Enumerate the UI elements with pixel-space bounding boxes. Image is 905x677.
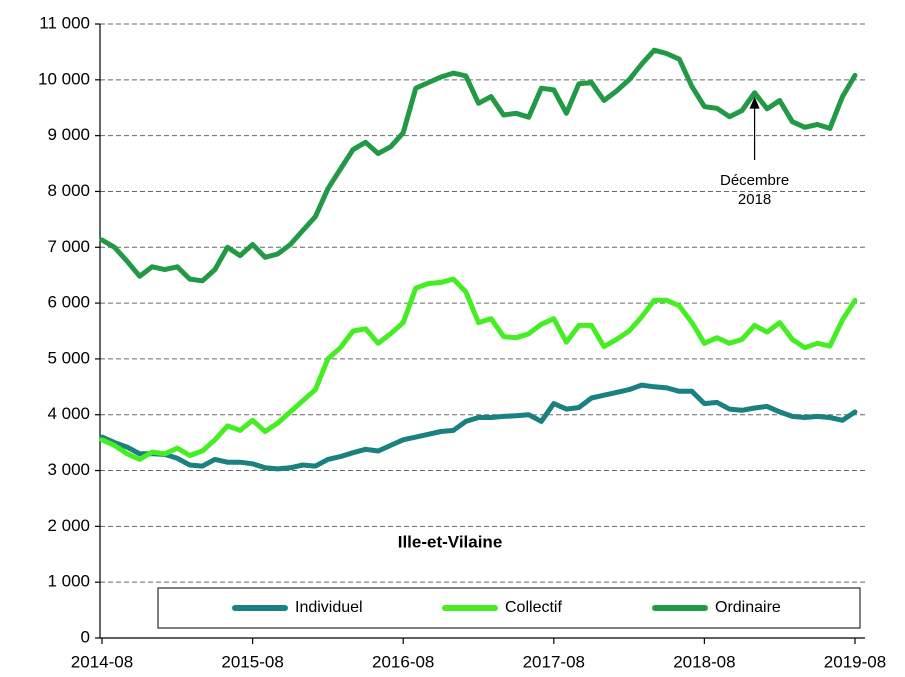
y-tick-label: 5 000 bbox=[47, 348, 90, 367]
series-line bbox=[99, 47, 858, 284]
y-tick-label: 2 000 bbox=[47, 516, 90, 535]
y-tick-label: 6 000 bbox=[47, 293, 90, 312]
y-tick-label: 4 000 bbox=[47, 404, 90, 423]
y-tick-label: 1 000 bbox=[47, 572, 90, 591]
chart-title: Ille-et-Vilaine bbox=[398, 532, 503, 551]
annotation-text: 2018 bbox=[738, 191, 771, 208]
series-line bbox=[99, 382, 858, 472]
x-tick-label: 2015-08 bbox=[221, 652, 283, 671]
y-tick-label: 11 000 bbox=[39, 13, 90, 32]
y-tick-label: 7 000 bbox=[47, 237, 90, 256]
annotation-text: Décembre bbox=[720, 172, 789, 189]
legend-label: Individuel bbox=[295, 599, 363, 616]
series-line bbox=[99, 276, 858, 462]
y-tick-label: 9 000 bbox=[47, 125, 90, 144]
x-tick-label: 2017-08 bbox=[523, 652, 585, 671]
x-tick-label: 2016-08 bbox=[372, 652, 434, 671]
y-tick-label: 0 bbox=[81, 627, 90, 646]
x-tick-label: 2019-08 bbox=[824, 652, 886, 671]
legend-label: Collectif bbox=[505, 599, 562, 616]
y-tick-label: 3 000 bbox=[47, 460, 90, 479]
y-tick-label: 10 000 bbox=[38, 69, 90, 88]
annotation-arrowhead bbox=[749, 96, 760, 109]
x-tick-label: 2018-08 bbox=[673, 652, 735, 671]
legend-label: Ordinaire bbox=[715, 599, 781, 616]
x-tick-label: 2014-08 bbox=[71, 652, 133, 671]
y-tick-label: 8 000 bbox=[47, 181, 90, 200]
